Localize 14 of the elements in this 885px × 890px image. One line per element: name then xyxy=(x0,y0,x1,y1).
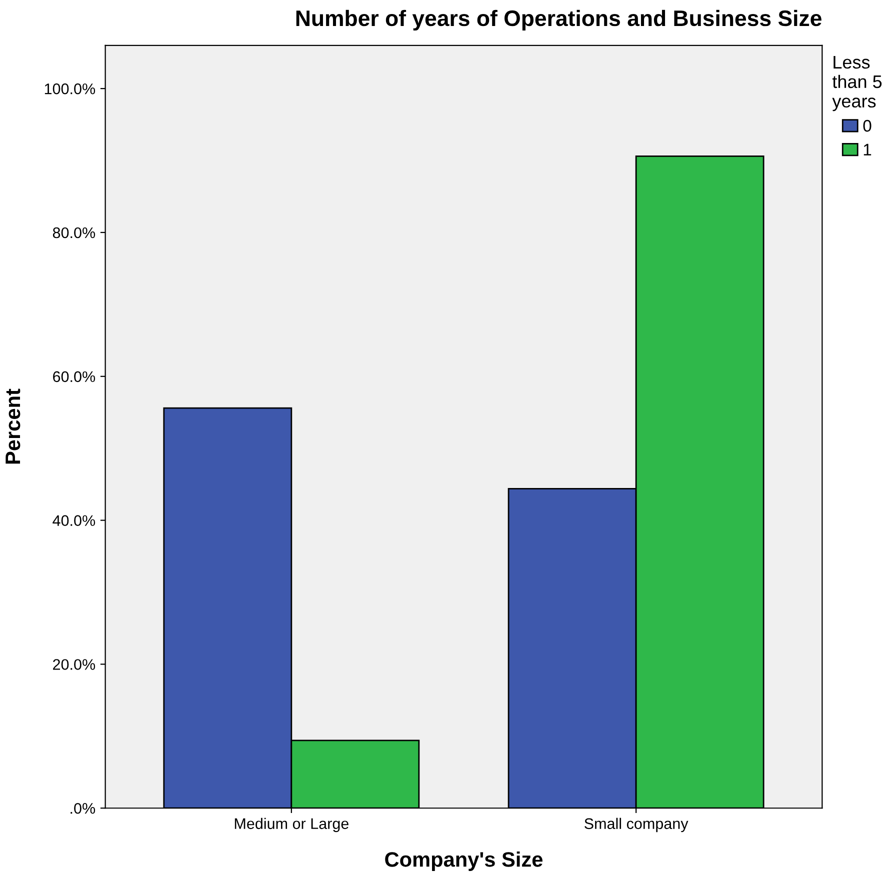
y-axis-title: Percent xyxy=(6,388,20,464)
y-tick-label: 100.0% xyxy=(44,83,96,94)
y-tick-label: 80.0% xyxy=(52,227,96,238)
y-tick-label: 40.0% xyxy=(52,515,96,526)
y-tick-label: 60.0% xyxy=(53,371,96,382)
y-tick-label: 20.0% xyxy=(53,659,96,670)
legend-label: 0 xyxy=(863,120,872,132)
legend-label: 1 xyxy=(864,144,872,156)
x-axis-title: Company's Size xyxy=(385,852,542,871)
x-tick-label: Medium or Large xyxy=(234,818,348,832)
y-tick-label: .0% xyxy=(70,802,96,814)
x-tick-label: Small company xyxy=(584,818,688,832)
chart-title: Number of years of Operations and Business Size xyxy=(296,10,822,31)
legend-title: Less than 5 years xyxy=(832,56,882,112)
